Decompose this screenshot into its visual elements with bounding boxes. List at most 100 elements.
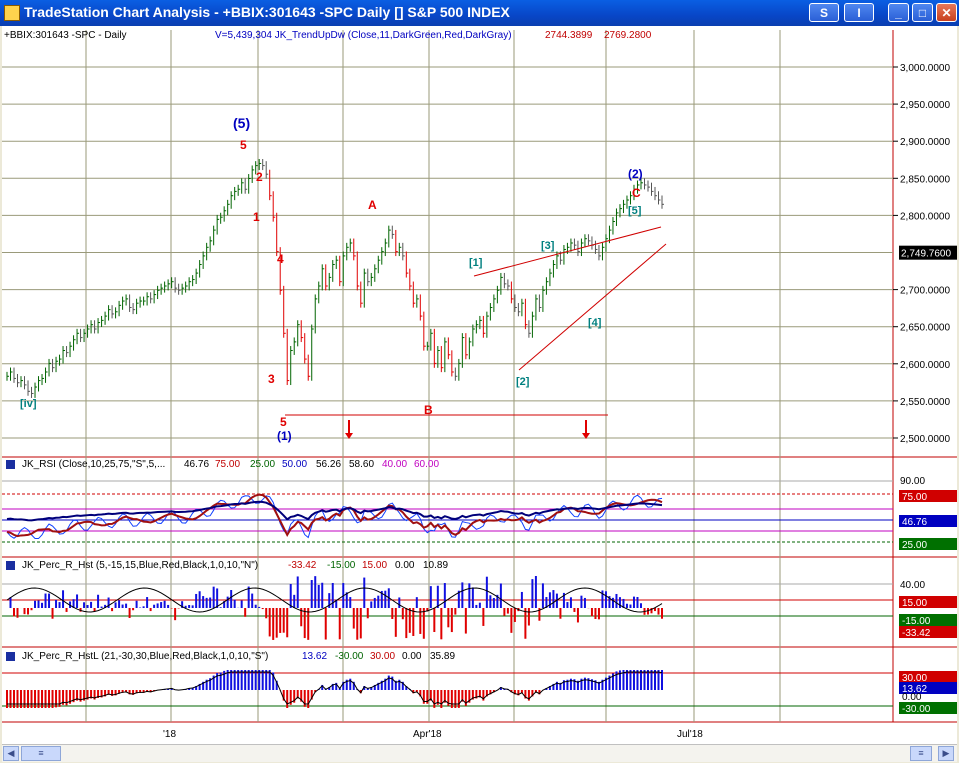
scroll-right-icon[interactable]: ▶ xyxy=(938,746,954,761)
chart-area[interactable]: 3,000.0000 2,950.0000 2,900.0000 2,850.0000… xyxy=(2,26,957,744)
wave-label-2-bracket: [2] xyxy=(516,376,530,388)
last-price-label: 2,749.7600 xyxy=(901,249,951,260)
wave-label-5-low: 5 xyxy=(280,415,287,429)
price-tick-label: 2,600.0000 xyxy=(900,360,950,371)
percl-value-2: -30.00 xyxy=(335,651,364,662)
down-arrow-icon xyxy=(345,433,353,439)
rsi-badge-25 xyxy=(899,538,957,550)
time-label-18: '18 xyxy=(163,729,176,740)
price-tick-label: 2,850.0000 xyxy=(900,174,950,185)
down-arrow-icon xyxy=(582,433,590,439)
perc-value-2: -15.00 xyxy=(327,560,356,571)
wave-label-1-bracket: [1] xyxy=(469,257,483,269)
rsi-title: JK_RSI (Close,10,25,75,"S",5,... xyxy=(22,459,166,470)
wave-label-major-5: (5) xyxy=(233,115,250,131)
chart-canvas[interactable]: 3,000.0000 2,950.0000 2,900.0000 2,850.0000… xyxy=(2,26,957,744)
perc-value-5: 10.89 xyxy=(423,560,449,571)
percl-badge-30-label: 30.00 xyxy=(902,673,927,684)
percl-title: JK_Perc_R_HstL (21,-30,30,Blue,Red,Black… xyxy=(22,651,269,662)
wave-label-5: 5 xyxy=(240,138,247,152)
percl-badge-13 xyxy=(899,682,957,694)
time-label-apr18: Apr'18 xyxy=(413,729,442,740)
indicator-value-1: 2744.3899 xyxy=(545,30,593,41)
rsi-value-3: 25.00 xyxy=(250,459,276,470)
wave-label-4: 4 xyxy=(277,252,284,266)
maximize-button[interactable]: □ xyxy=(912,3,933,22)
title-bar: TradeStation Chart Analysis - +BBIX:3016… xyxy=(0,0,959,26)
wave-label-major-2: (2) xyxy=(628,167,643,181)
perc-value-1: -33.42 xyxy=(288,560,317,571)
wave-label-C: C xyxy=(632,186,641,200)
wave-label-1: 1 xyxy=(253,210,260,224)
perc-value-4: 0.00 xyxy=(395,560,415,571)
window-title: TradeStation Chart Analysis - +BBIX:3016… xyxy=(24,4,510,20)
wave-label-A: A xyxy=(368,198,377,212)
rsi-badge-25-label: 25.00 xyxy=(902,540,927,551)
perc-value-3: 15.00 xyxy=(362,560,388,571)
percl-badge-13-label: 13.62 xyxy=(902,684,927,695)
wave-label-2: 2 xyxy=(256,170,263,184)
percl-badge-30 xyxy=(899,671,957,683)
price-tick-label: 2,500.0000 xyxy=(900,434,950,445)
rsi-value-5: 56.26 xyxy=(316,459,342,470)
wave-label-4-bracket: [4] xyxy=(588,317,602,329)
scroll-left-icon[interactable]: ◀ xyxy=(3,746,19,761)
perc-axis-40: 40.00 xyxy=(900,580,925,591)
percl-badge-0-label: 0.00 xyxy=(902,692,922,703)
rsi-value-7: 40.00 xyxy=(382,459,408,470)
rsi-value-6: 58.60 xyxy=(349,459,375,470)
wave-label-major-1: (1) xyxy=(277,429,292,443)
price-tick-label: 2,700.0000 xyxy=(900,286,950,297)
indicator-label: V=5,439,304 JK_TrendUpDw (Close,11,DarkG… xyxy=(215,30,512,41)
perc-badge-minus-33 xyxy=(899,626,957,638)
app-icon xyxy=(4,5,20,21)
rsi-panel-icon[interactable] xyxy=(6,460,15,469)
perc-badge-15-label: 15.00 xyxy=(902,598,927,609)
price-tick-label: 2,650.0000 xyxy=(900,323,950,334)
perc-badge-minus-33-label: -33.42 xyxy=(902,628,931,639)
horizontal-scrollbar[interactable]: ◀ ≡ ≡ ▶ xyxy=(2,744,957,762)
indicator-link-button[interactable]: I xyxy=(844,3,874,22)
scroll-thumb[interactable]: ≡ xyxy=(21,746,61,761)
perc-smooth-line xyxy=(6,587,663,613)
rsi-value-1: 46.76 xyxy=(184,459,210,470)
wave-label-B: B xyxy=(424,403,433,417)
perc-badge-minus-15 xyxy=(899,614,957,626)
rsi-value-8: 60.00 xyxy=(414,459,440,470)
percl-badge-minus-30-label: -30.00 xyxy=(902,704,931,715)
wave-label-5-bracket: [5] xyxy=(628,205,642,217)
perc-title: JK_Perc_R_Hst (5,-15,15,Blue,Red,Black,1… xyxy=(22,560,259,571)
perc-panel-icon[interactable] xyxy=(6,561,15,570)
perc-badge-15 xyxy=(899,596,957,608)
symbol-link-button[interactable]: S xyxy=(809,3,839,22)
percl-badge-minus-30 xyxy=(899,702,957,714)
price-tick-label: 2,800.0000 xyxy=(900,211,950,222)
price-tick-label: 2,950.0000 xyxy=(900,100,950,111)
close-button[interactable]: ✕ xyxy=(936,3,957,22)
rsi-value-4: 50.00 xyxy=(282,459,308,470)
rsi-badge-46 xyxy=(899,515,957,527)
rsi-badge-46-label: 46.76 xyxy=(902,517,927,528)
wave-label-iv: [iv] xyxy=(20,398,37,410)
percl-value-4: 0.00 xyxy=(402,651,422,662)
price-tick-label: 2,900.0000 xyxy=(900,137,950,148)
wedge-upper-line xyxy=(473,226,662,277)
rsi-average-line xyxy=(6,500,663,522)
price-tick-label: 2,550.0000 xyxy=(900,397,950,408)
scroll-zoom-thumb[interactable]: ≡ xyxy=(910,746,932,761)
percl-value-5: 35.89 xyxy=(430,651,456,662)
wave-label-3-bracket: [3] xyxy=(541,240,555,252)
symbol-label: +BBIX:301643 -SPC - Daily xyxy=(4,30,127,41)
percl-value-1: 13.62 xyxy=(302,651,328,662)
rsi-line xyxy=(6,494,663,540)
percl-panel-icon[interactable] xyxy=(6,652,15,661)
last-price-badge xyxy=(899,245,957,260)
minimize-button[interactable]: _ xyxy=(888,3,909,22)
percl-value-3: 30.00 xyxy=(370,651,396,662)
time-label-jul18: Jul'18 xyxy=(677,729,703,740)
rsi-badge-75 xyxy=(899,490,957,502)
rsi-signal-line xyxy=(6,493,663,538)
wedge-lower-line xyxy=(518,243,667,371)
indicator-value-2: 2769.2800 xyxy=(604,30,652,41)
